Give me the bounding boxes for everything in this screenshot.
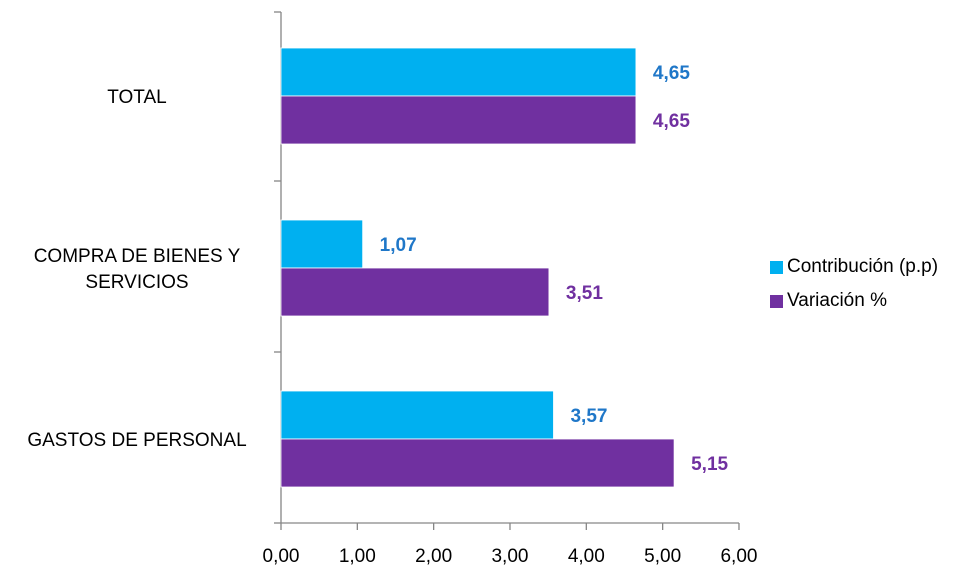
legend: Contribución (p.p) Variación % [770, 252, 938, 320]
x-tick-label: 0,00 [263, 546, 300, 567]
data-label: 4,65 [653, 111, 690, 132]
data-label: 3,51 [566, 283, 603, 304]
bar-contribucion [280, 219, 364, 269]
bar-variacion [280, 438, 675, 488]
category-label: COMPRA DE BIENES Y [34, 246, 241, 267]
legend-swatch-contribucion [770, 260, 783, 274]
bar-contribucion [280, 390, 554, 440]
x-tick-label: 4,00 [568, 546, 605, 567]
legend-swatch-variacion [770, 294, 783, 308]
category-label: TOTAL [107, 87, 166, 108]
x-tick-label: 3,00 [491, 546, 528, 567]
legend-label-variacion: Variación % [787, 290, 887, 311]
category-labels: TOTAL COMPRA DE BIENES Y SERVICIOS GASTOS D… [27, 87, 246, 451]
category-label: SERVICIOS [85, 272, 188, 293]
x-tick-label: 5,00 [644, 546, 681, 567]
data-label: 4,65 [653, 63, 690, 84]
bar-variacion [280, 95, 637, 145]
data-label: 3,57 [570, 406, 607, 427]
bars [280, 47, 675, 488]
x-tick-labels: 0,00 1,00 2,00 3,00 4,00 5,00 6,00 [263, 546, 758, 567]
data-label: 1,07 [380, 235, 417, 256]
legend-label-contribucion: Contribución (p.p) [787, 256, 939, 277]
bar-contribucion [280, 47, 637, 97]
legend-item-contribucion: Contribución (p.p) [770, 252, 938, 282]
x-tick-label: 2,00 [415, 546, 452, 567]
x-tick-label: 1,00 [339, 546, 376, 567]
data-label: 5,15 [691, 454, 728, 475]
x-tick-label: 6,00 [720, 546, 757, 567]
legend-item-variacion: Variación % [770, 286, 938, 316]
category-label: GASTOS DE PERSONAL [27, 430, 246, 451]
bar-variacion [280, 267, 550, 317]
data-labels: 4,65 4,65 1,07 3,51 3,57 5,15 [380, 63, 729, 475]
